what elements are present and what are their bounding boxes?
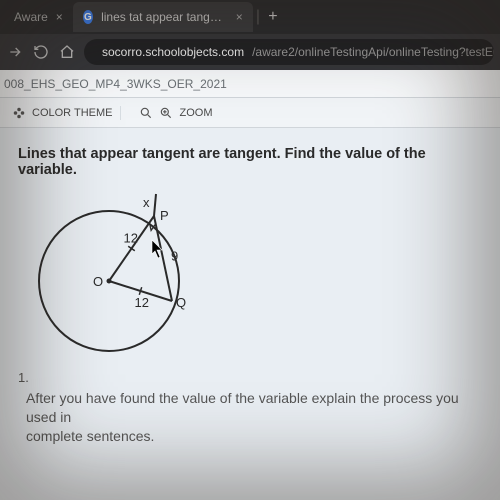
page-content: 008_EHS_GEO_MP4_3WKS_OER_2021 COLOR THEM… (0, 70, 500, 500)
url-path: /aware2/onlineTestingApi/onlineTesting?t… (252, 45, 494, 59)
question-prompt: Lines that appear tangent are tangent. F… (18, 146, 488, 178)
tab-strip: Aware × G lines tat appear tangent are t… (0, 0, 500, 34)
new-tab-button[interactable]: + (263, 8, 283, 26)
browser-chrome: Aware × G lines tat appear tangent are t… (0, 0, 500, 70)
tab-aware[interactable]: Aware × (4, 2, 73, 32)
address-field[interactable]: socorro.schoolobjects.com/aware2/onlineT… (84, 39, 494, 65)
followup-line1: After you have found the value of the va… (26, 390, 459, 425)
url-bar: socorro.schoolobjects.com/aware2/onlineT… (0, 34, 500, 70)
google-icon: G (83, 10, 93, 24)
figure-svg: O P Qx 12 12 9 (24, 186, 224, 366)
zoom-in-icon[interactable] (159, 106, 173, 120)
reload-icon[interactable] (32, 43, 50, 61)
geometry-figure: O P Qx 12 12 9 (24, 186, 224, 366)
question-number: 1. (18, 370, 488, 385)
tab-label: Aware (14, 10, 48, 24)
svg-text:x: x (143, 195, 150, 210)
svg-text:9: 9 (171, 249, 178, 264)
home-icon[interactable] (58, 43, 76, 61)
palette-icon (12, 106, 26, 120)
forward-icon[interactable] (6, 43, 24, 61)
color-theme-button[interactable]: COLOR THEME (4, 106, 121, 120)
tab-label: lines tat appear tangent are tang (101, 10, 228, 24)
svg-text:P: P (160, 208, 169, 223)
svg-text:O: O (93, 274, 103, 289)
svg-text:12: 12 (124, 231, 138, 246)
breadcrumb-text: 008_EHS_GEO_MP4_3WKS_OER_2021 (4, 77, 227, 91)
followup-line2: complete sentences. (26, 428, 154, 444)
tab-search[interactable]: G lines tat appear tangent are tang × (73, 2, 253, 32)
zoom-group: ZOOM (131, 106, 220, 120)
zoom-label: ZOOM (179, 107, 212, 119)
followup-text: After you have found the value of the va… (26, 389, 488, 446)
breadcrumb: 008_EHS_GEO_MP4_3WKS_OER_2021 (0, 70, 500, 98)
question-area: Lines that appear tangent are tangent. F… (0, 128, 500, 446)
close-icon[interactable]: × (56, 10, 63, 24)
test-toolbar: COLOR THEME ZOOM (0, 98, 500, 128)
url-host: socorro.schoolobjects.com (102, 45, 244, 59)
zoom-out-icon[interactable] (139, 106, 153, 120)
svg-text:12: 12 (135, 295, 149, 310)
color-theme-label: COLOR THEME (32, 107, 112, 119)
close-icon[interactable]: × (236, 10, 243, 24)
svg-text:Q: Q (176, 295, 186, 310)
tab-divider: | (253, 8, 263, 26)
